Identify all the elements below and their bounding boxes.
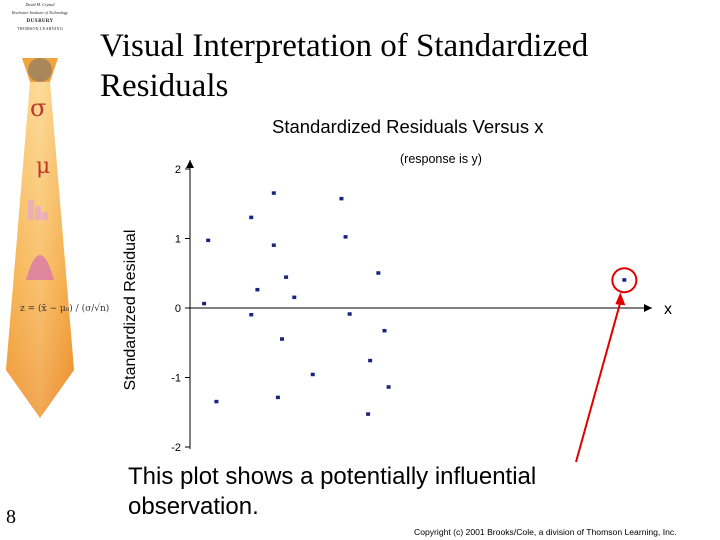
y-tick-label: 1 [175,234,181,246]
copyright-notice: Copyright (c) 2001 Brooks/Cole, a divisi… [414,527,677,537]
author-name: David M. Crystal [25,2,55,7]
publisher-branding: David M. Crystal Rochester Institute of … [0,0,80,32]
sigma-symbol: σ [30,94,47,122]
data-point [271,191,276,195]
x-axis-arrow [644,304,652,312]
data-point [249,215,254,220]
y-tick-label: 0 [175,303,181,315]
y-tick-label: -2 [171,442,181,454]
data-point [310,372,315,377]
data-point [214,399,219,404]
pointer-arrowhead [615,292,626,306]
chart-title: Standardized Residuals Versus x [272,116,544,137]
pointer-arrow [575,301,622,463]
y-tick-label: -1 [171,373,181,385]
chart-subtitle: (response is y) [400,152,482,166]
slide-title: Visual Interpretation of Standardized Re… [100,28,589,104]
data-point [343,235,348,239]
data-point [275,395,280,400]
slide-number: 8 [6,506,16,528]
data-point [292,295,297,300]
y-tick-label: 2 [175,164,181,176]
data-point [280,337,284,341]
data-point [382,328,387,333]
institution-name: Rochester Institute of Technology [11,10,69,15]
publisher-name: DUXBURY [26,19,54,24]
slide-caption: This plot shows a potentially influentia… [128,463,537,520]
data-point [249,312,254,317]
data-point [284,275,289,279]
data-point [376,271,381,275]
data-point [622,278,627,282]
influential-point-circle [611,267,638,294]
data-point [255,287,260,292]
data-point [206,238,211,243]
data-point [202,301,207,306]
mu-symbol: μ [36,154,51,179]
data-point [339,196,344,201]
data-point [368,358,373,363]
data-point [271,243,276,247]
x-axis-label: x [664,301,672,318]
data-point [366,412,371,416]
z-formula: z = (x̄ − μ₀) / (σ/√n) [20,304,110,314]
data-point [347,312,352,316]
decorative-tie [6,58,74,418]
y-axis-arrow [186,160,194,168]
data-point [386,385,391,389]
publisher-sub: THOMSON LEARNING [16,26,64,31]
